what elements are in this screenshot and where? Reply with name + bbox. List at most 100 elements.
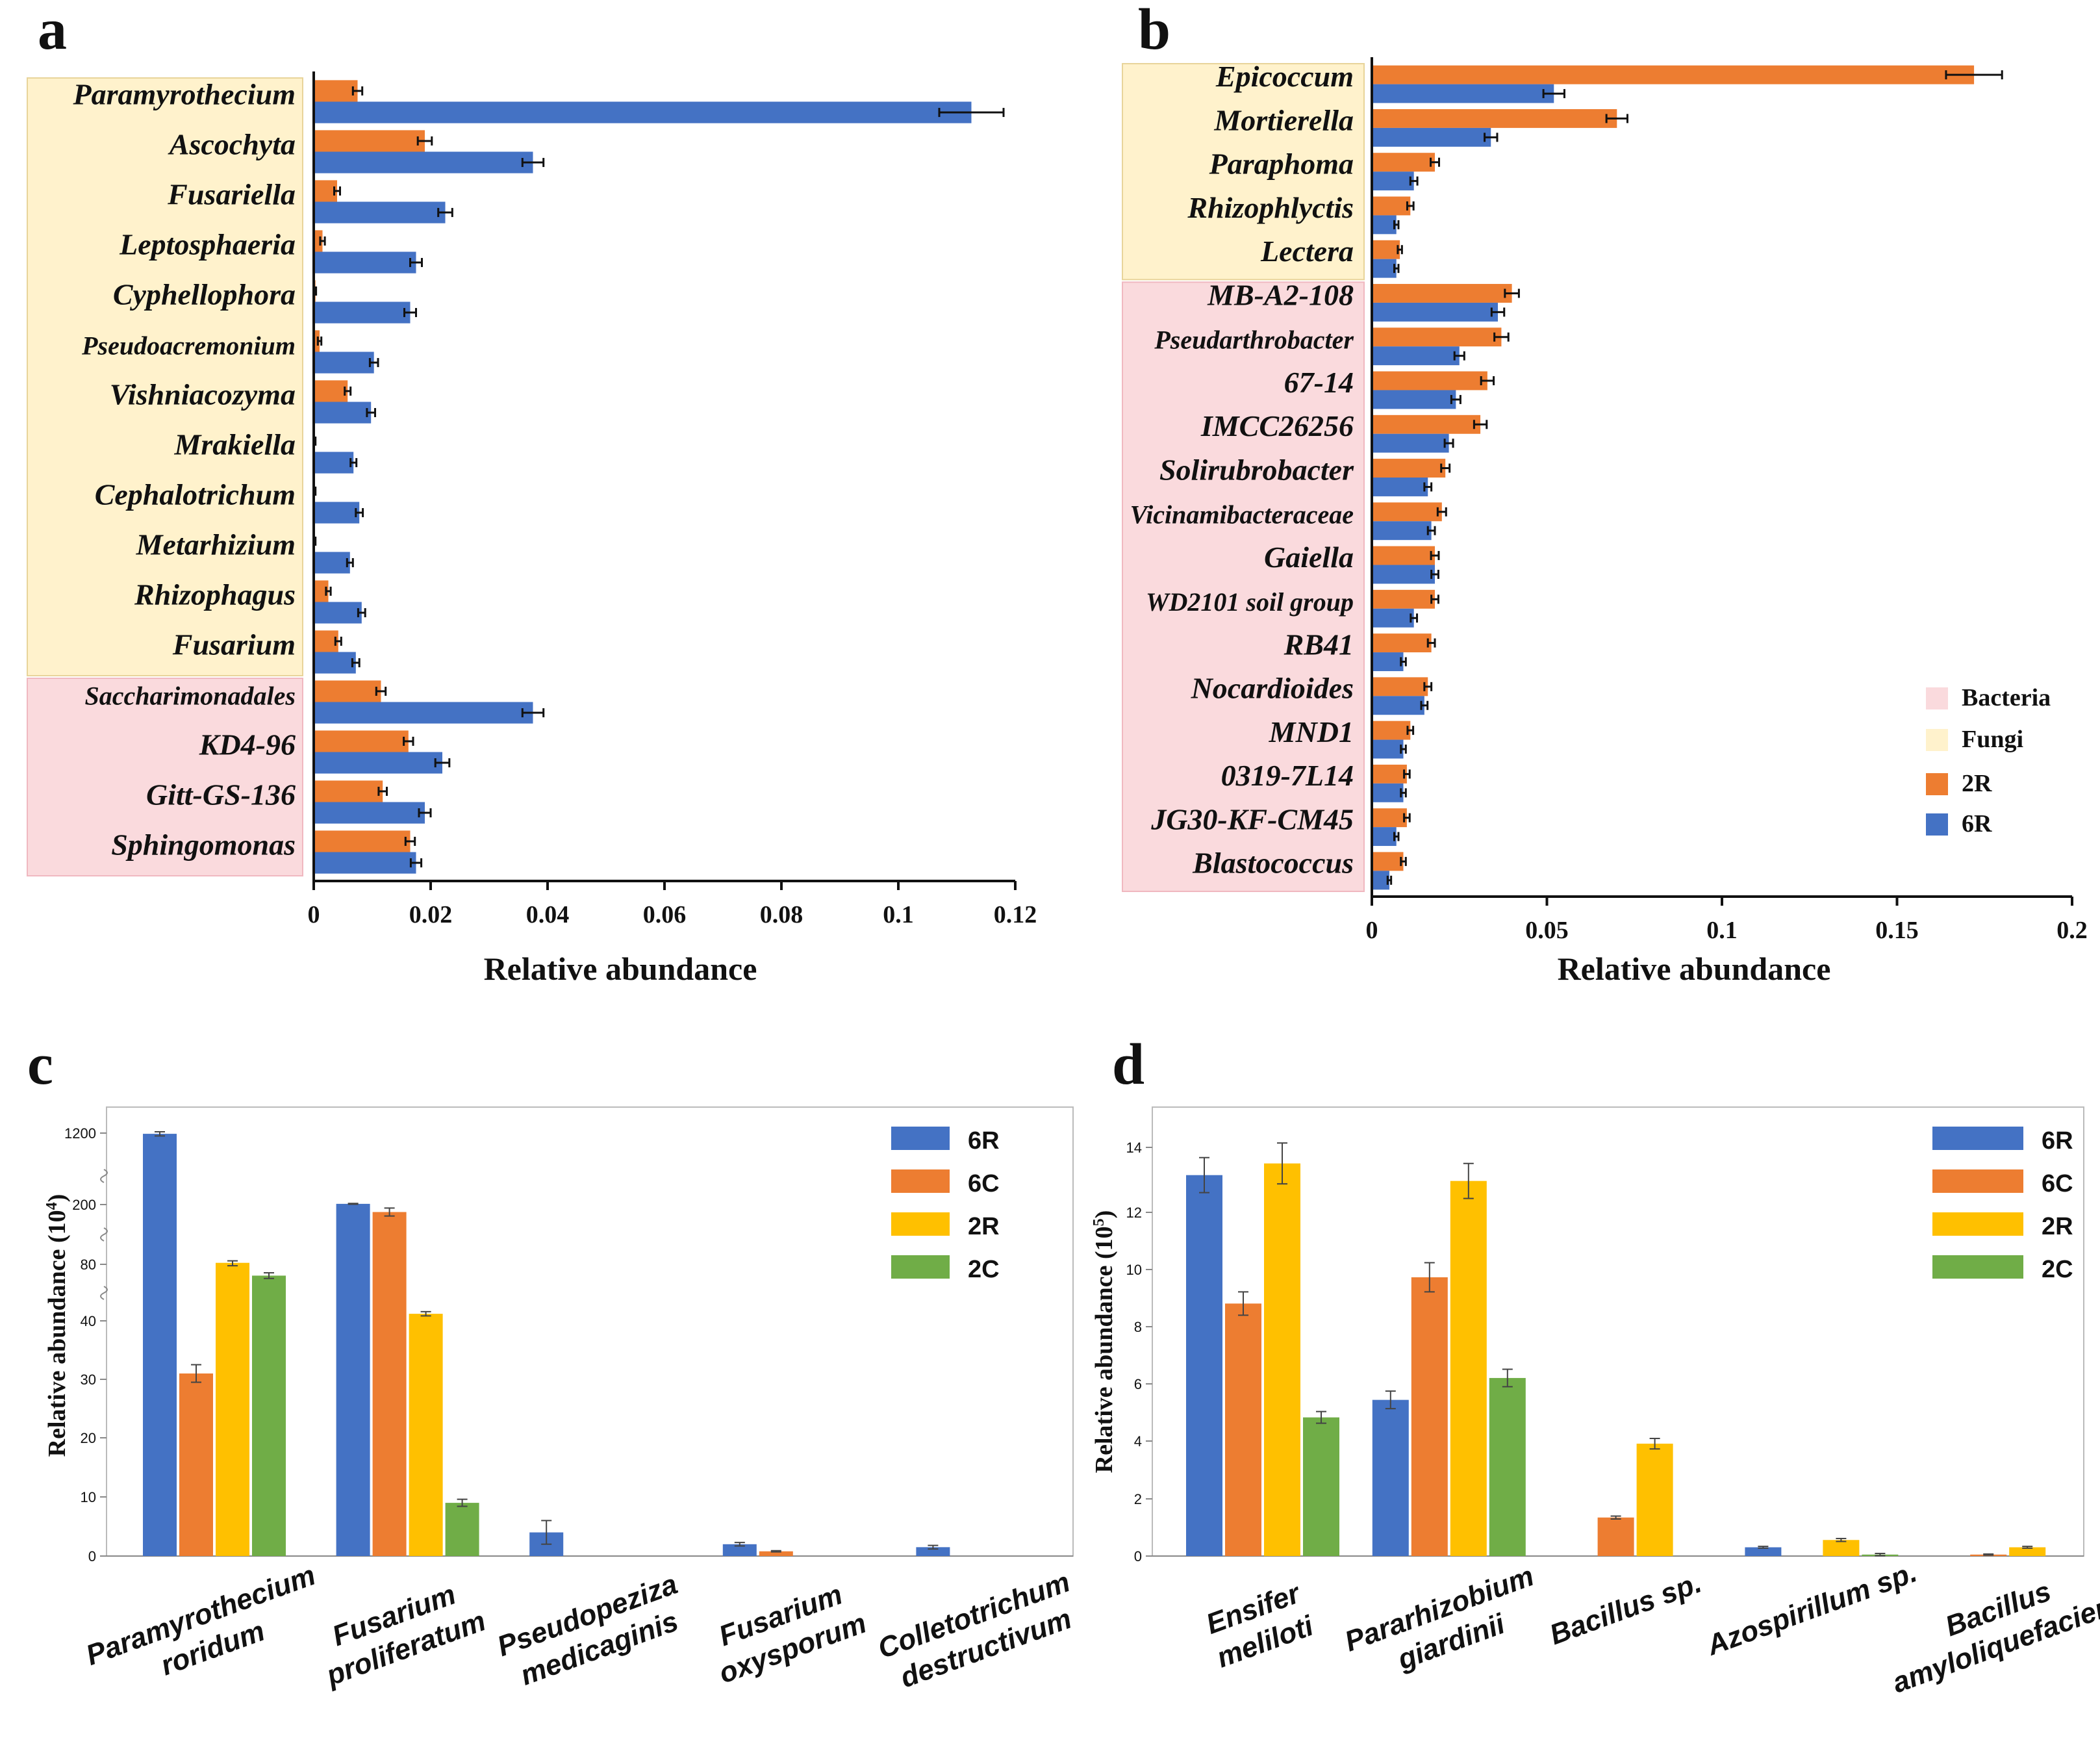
bar-2R — [1372, 589, 1436, 609]
error-bar-6R — [1410, 613, 1419, 623]
bar-2R — [1636, 1444, 1673, 1556]
error-bar-2R — [1423, 682, 1433, 691]
panel-d-ylabel: Relative abundance (105) — [1091, 1210, 1118, 1474]
error-bar-6R — [1199, 1156, 1209, 1194]
category-label: Leptosphaeria — [119, 227, 296, 261]
legend-swatch-6R — [1926, 813, 1948, 836]
bar-2R — [1372, 327, 1502, 347]
category-label: Pseudopezizamedicaginis — [493, 1568, 694, 1696]
bar-6R — [314, 351, 374, 374]
error-bar-2R — [1430, 157, 1440, 167]
bar-2R — [1450, 1181, 1487, 1556]
error-bar-2R — [1473, 420, 1488, 429]
category-label: Gitt-GS-136 — [146, 778, 296, 811]
category-label: Fusariumoxysporum — [703, 1574, 870, 1690]
error-bar-6R — [403, 308, 417, 318]
y-tick-label: 20 — [81, 1430, 96, 1446]
bar-2C — [445, 1503, 479, 1556]
error-bar-6R — [357, 608, 366, 618]
bar-6R — [336, 1203, 370, 1556]
y-tick-label: 10 — [81, 1489, 96, 1505]
bar-6R — [314, 852, 416, 874]
bar-6R — [1372, 565, 1436, 584]
category-label: Epicoccum — [1215, 60, 1354, 93]
error-bar-6R — [1542, 89, 1565, 99]
bar-6R — [314, 151, 533, 173]
x-tick-label: 0 — [308, 901, 320, 928]
legend-swatch-6C — [891, 1169, 950, 1193]
category-label: WD2101 soil group — [1146, 587, 1354, 617]
bar-6R — [722, 1544, 757, 1556]
error-bar-6R — [1484, 133, 1499, 142]
bar-2R — [1372, 109, 1617, 128]
bar-6R — [314, 752, 442, 774]
bar-2R — [1372, 284, 1512, 303]
category-label-line: Azospirillum sp. — [1702, 1556, 1921, 1662]
error-bar-2R — [416, 136, 433, 146]
bacteria-group-box — [27, 678, 303, 876]
legend-swatch-2R — [891, 1212, 950, 1236]
error-bar-6R — [1400, 788, 1407, 798]
x-tick-label: 0.1 — [883, 901, 914, 928]
y-tick-label: 0 — [88, 1548, 96, 1564]
bar-6R — [314, 502, 360, 524]
legend-label-6R: 6R — [2042, 1127, 2073, 1155]
error-bar-6R — [1409, 176, 1419, 186]
legend-label-2R: 2R — [968, 1213, 1000, 1240]
error-bar-6R — [1490, 307, 1506, 317]
y-tick-label: 10 — [1126, 1262, 1142, 1278]
error-bar-2R — [319, 236, 326, 246]
error-bar-6R — [1453, 351, 1465, 361]
x-tick-label: 0.1 — [1706, 917, 1738, 944]
error-bar-2C — [1316, 1411, 1326, 1424]
bar-2R — [1372, 546, 1436, 565]
x-tick-label: 0.05 — [1525, 917, 1569, 944]
error-bar-6R — [1430, 569, 1439, 579]
legend-label-6C: 6C — [2042, 1170, 2073, 1197]
bar-6R — [1372, 608, 1414, 628]
category-label: Metarhizium — [136, 528, 296, 561]
panel-c-ylabel-exp: 4 — [44, 1202, 60, 1210]
x-tick-label: 0.04 — [526, 901, 570, 928]
bar-6R — [1372, 827, 1397, 847]
error-bar-2R — [404, 836, 416, 846]
error-bar-2R — [1945, 70, 2003, 80]
bar-6R — [1372, 433, 1449, 453]
panel-c: 0 10 20 30 40 80 200 1200 Paramyrotheciumroridum… — [64, 1106, 1076, 1705]
error-bar-2R — [1400, 856, 1407, 866]
fungi-group-box — [1122, 63, 1365, 281]
category-label: Pseudoacremonium — [81, 331, 296, 360]
error-bar-2R — [1436, 507, 1447, 517]
bar-2R — [409, 1314, 443, 1556]
bar-6C — [759, 1551, 793, 1556]
error-bar-2R — [1406, 726, 1415, 735]
bar-6R — [1372, 127, 1491, 147]
category-label: Blastococcus — [1192, 847, 1354, 880]
category-label: Paramyrotheciumroridum — [82, 1559, 332, 1705]
bar-2R — [1372, 65, 1975, 84]
legend-label-2R: 2R — [2042, 1213, 2073, 1240]
error-bar-6C — [1238, 1291, 1248, 1316]
bar-6R — [314, 702, 533, 724]
y-tick-label: 4 — [1134, 1433, 1142, 1449]
error-bar-2R — [375, 686, 387, 696]
bar-2R — [314, 380, 348, 402]
bar-6R — [314, 101, 972, 123]
y-tick-label: 6 — [1134, 1376, 1142, 1392]
error-bar-6C — [770, 1550, 781, 1553]
category-label: Solirubrobacter — [1159, 453, 1354, 486]
panel-label-b: b — [1138, 0, 1170, 62]
bar-2R — [1372, 633, 1432, 653]
bar-2R — [1372, 852, 1404, 871]
category-label: Paramyrothecium — [73, 77, 296, 110]
y-tick-label: 1200 — [64, 1125, 96, 1142]
category-label: Saccharimonadales — [85, 681, 296, 710]
error-bar-6R — [355, 508, 364, 518]
legend-swatch-2R — [1932, 1212, 2023, 1236]
error-bar-6R — [409, 858, 423, 868]
panel-a: Paramyrothecium Ascochyta Fusariella Leptos… — [27, 71, 1037, 928]
legend-swatch-bacteria — [1926, 687, 1948, 709]
bar-6R — [1372, 172, 1414, 191]
category-label: 0319-7L14 — [1221, 759, 1354, 792]
